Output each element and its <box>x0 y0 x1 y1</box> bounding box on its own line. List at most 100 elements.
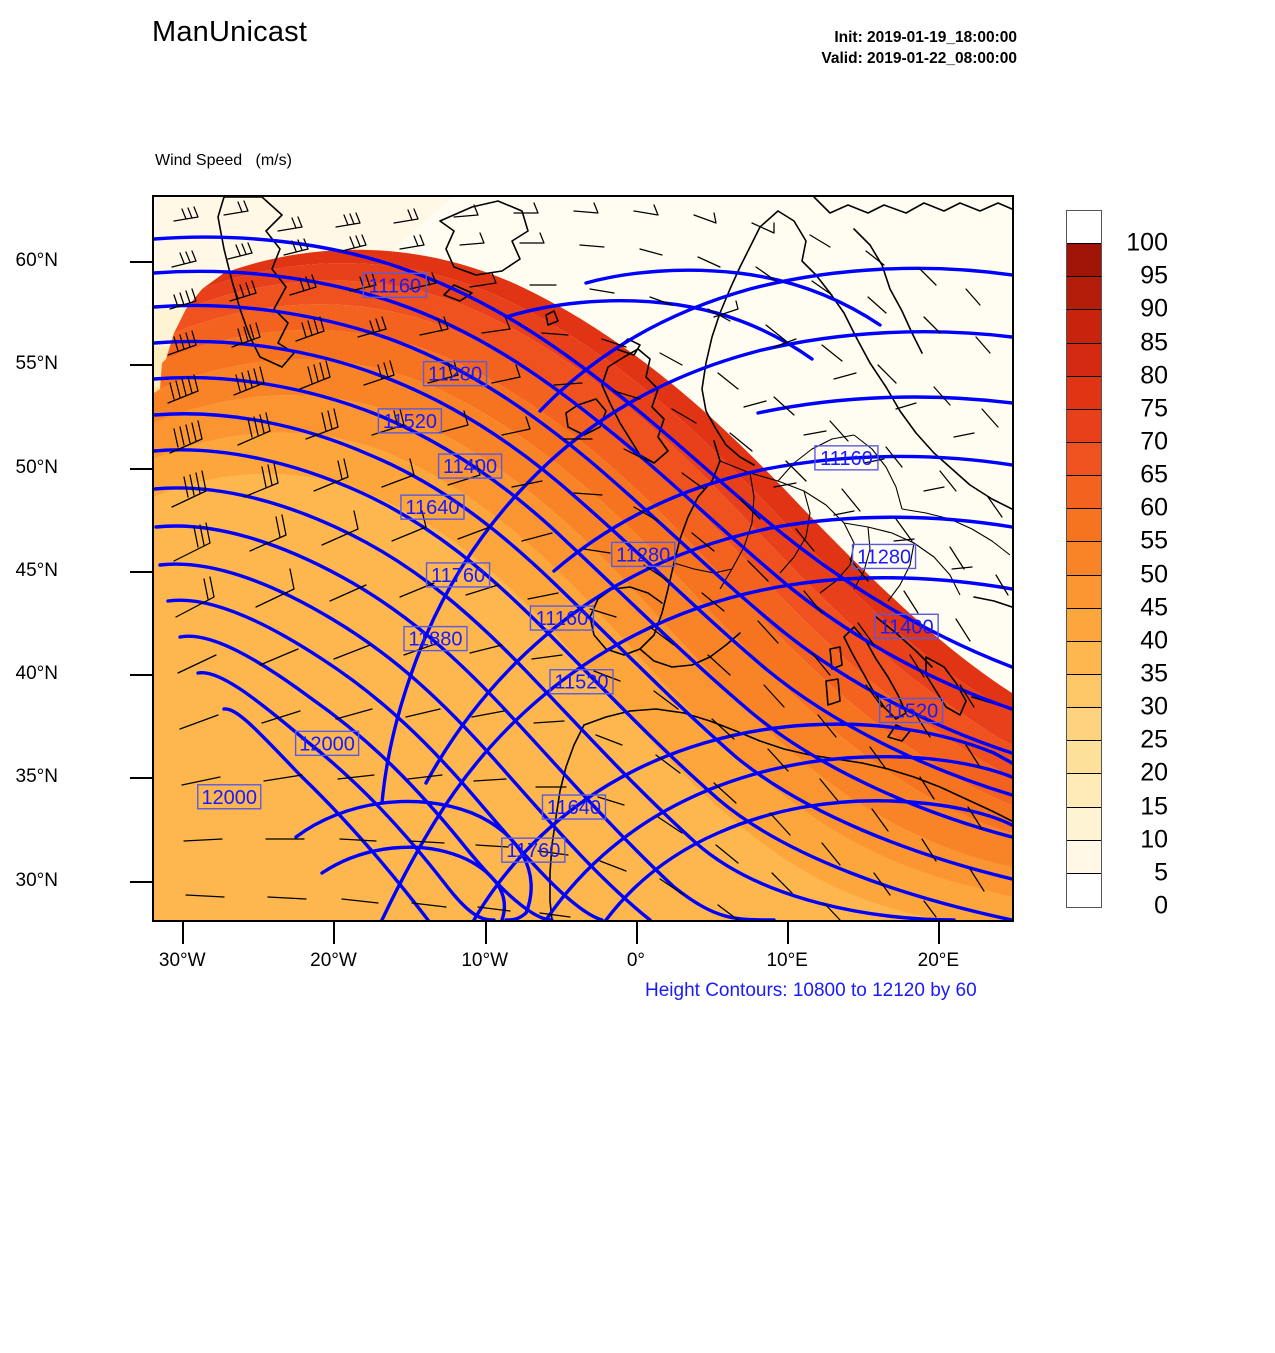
colorbar-cell <box>1067 807 1101 841</box>
contour-label-text: 11280 <box>428 364 482 386</box>
colorbar-tick-label: 85 <box>1140 328 1168 357</box>
colorbar-tick-label: 50 <box>1140 560 1168 589</box>
lat-tick-mark <box>130 261 152 264</box>
lon-tick-label: 30°W <box>158 950 206 971</box>
contour-label-box <box>541 794 607 820</box>
contour-label-box <box>549 669 614 695</box>
colorbar-tick-label: 75 <box>1140 394 1168 423</box>
contour-label-text: 11760 <box>431 565 485 587</box>
contour-label-box <box>403 625 468 652</box>
contour-label-box <box>814 445 879 471</box>
colorbar-cell <box>1067 774 1101 808</box>
colorbar-tick-label: 90 <box>1140 294 1168 323</box>
lat-tick-mark <box>130 364 152 367</box>
colorbar <box>1066 210 1102 908</box>
colorbar-cell <box>1067 575 1101 609</box>
colorbar-tick-label: 25 <box>1140 725 1168 754</box>
contour-label-text: 11520 <box>554 672 608 694</box>
lat-tick-label: 35°N <box>15 766 58 788</box>
contour-label-text: 11640 <box>405 497 459 519</box>
contour-label-box <box>501 837 566 863</box>
contour-label-text: 11160 <box>536 608 589 630</box>
lat-tick-label: 50°N <box>15 456 58 478</box>
contour-label-text: 12000 <box>201 787 257 809</box>
lon-tick-label: 20°E <box>917 950 960 971</box>
colorbar-cell <box>1067 641 1101 675</box>
colorbar-tick-label: 40 <box>1140 626 1168 655</box>
contour-label-box <box>422 360 488 387</box>
map-canvas: 11160 11280 11520 11400 11640 11760 11880 12000… <box>154 197 1012 920</box>
contour-label-box <box>425 562 491 588</box>
lon-tick-mark <box>333 922 336 944</box>
contour-label-text: 12000 <box>299 733 355 755</box>
colorbar-tick-label: 0 <box>1154 891 1168 920</box>
contour-label-text: 11400 <box>880 616 934 638</box>
colorbar-tick-label: 30 <box>1140 692 1168 721</box>
colorbar-tick-label: 10 <box>1140 825 1168 854</box>
colorbar-cell <box>1067 409 1101 443</box>
lon-tick-label: 10°W <box>461 950 509 971</box>
contour-label-text: 11520 <box>383 411 437 433</box>
colorbar-cell <box>1067 211 1101 245</box>
colorbar-tick-label: 60 <box>1140 493 1168 522</box>
lat-tick-mark <box>130 880 152 883</box>
colorbar-tick-label: 15 <box>1140 792 1168 821</box>
colorbar-cell <box>1067 244 1101 278</box>
contour-label-text: 11280 <box>616 544 670 566</box>
run-info: Init: 2019-01-19_18:00:00 Valid: 2019-01… <box>821 27 1017 69</box>
contour-label-box <box>197 784 262 810</box>
contour-label-text: 11160 <box>369 275 422 297</box>
contour-label-text: 11520 <box>884 700 938 722</box>
contour-label-box <box>377 408 443 434</box>
contour-label-text: 11760 <box>506 840 560 862</box>
colorbar-cell <box>1067 608 1101 642</box>
lat-tick-label: 40°N <box>15 663 58 685</box>
contour-label-box <box>851 543 917 570</box>
contour-label-box <box>874 613 939 639</box>
lat-tick-label: 55°N <box>15 353 58 375</box>
colorbar-cell <box>1067 840 1101 874</box>
map-plot-area: 11160 11280 11520 11400 11640 11760 11880 12000… <box>152 195 1014 922</box>
contour-label-text: 11880 <box>408 629 462 651</box>
lat-tick-label: 30°N <box>15 869 58 891</box>
contour-label-box <box>611 541 676 568</box>
lat-tick-mark <box>130 777 152 780</box>
valid-time-label: Valid: 2019-01-22_08:00:00 <box>821 50 1017 67</box>
contour-label-box <box>294 730 360 757</box>
page-title: ManUnicast <box>152 16 308 48</box>
colorbar-cell <box>1067 443 1101 477</box>
lon-tick-label: 20°W <box>310 950 357 971</box>
colorbar-tick-label: 80 <box>1140 361 1168 390</box>
colorbar-cell <box>1067 277 1101 311</box>
lon-tick-mark <box>182 922 185 944</box>
init-time-label: Init: 2019-01-19_18:00:00 <box>834 29 1017 46</box>
colorbar-tick-label: 5 <box>1154 858 1168 887</box>
colorbar-cell <box>1067 542 1101 576</box>
lon-tick-mark <box>787 922 790 944</box>
colorbar-tick-label: 35 <box>1140 659 1168 688</box>
lon-tick-mark <box>484 922 487 944</box>
colorbar-tick-label: 20 <box>1140 758 1168 787</box>
contour-label-box <box>529 605 595 631</box>
colorbar-tick-label: 55 <box>1140 526 1168 555</box>
contour-caption: Height Contours: 10800 to 12120 by 60 <box>645 980 977 1001</box>
contour-label-text: 11640 <box>547 797 601 819</box>
colorbar-tick-label: 95 <box>1140 261 1168 290</box>
colorbar-cell <box>1067 741 1101 775</box>
lat-tick-mark <box>130 674 152 677</box>
contour-label-box <box>878 697 944 724</box>
contour-label-text: 11160 <box>820 448 873 470</box>
lat-tick-label: 60°N <box>15 250 58 272</box>
colorbar-tick-label: 45 <box>1140 593 1168 622</box>
colorbar-tick-label: 70 <box>1140 427 1168 456</box>
field-desc-line-1: Wind Speed (m/s) <box>155 152 292 169</box>
contour-label-text: 11280 <box>857 546 911 568</box>
colorbar-tick-label: 65 <box>1140 460 1168 489</box>
lat-tick-mark <box>130 570 152 573</box>
contour-label-text: 11400 <box>443 456 497 478</box>
colorbar-cell <box>1067 675 1101 709</box>
colorbar-cell <box>1067 476 1101 510</box>
contour-label-box <box>437 453 503 479</box>
lat-tick-mark <box>130 467 152 470</box>
